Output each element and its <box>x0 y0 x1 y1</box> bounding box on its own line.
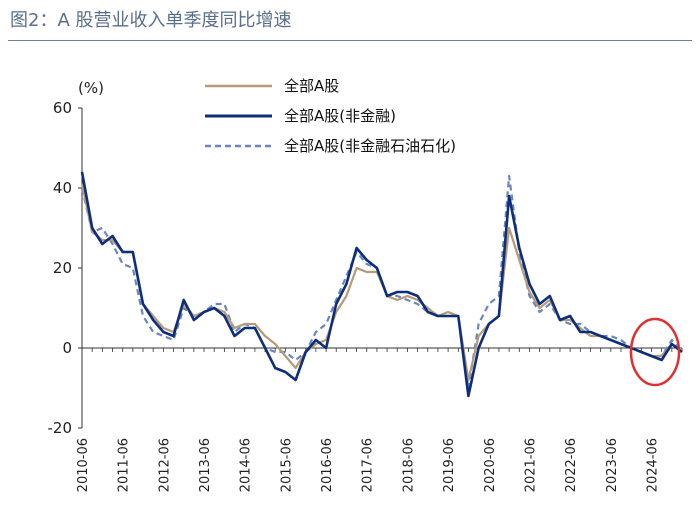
x-tick-label: 2021-06 <box>523 438 538 492</box>
highlight-circle <box>629 317 681 387</box>
x-tick-label: 2013-06 <box>198 438 213 492</box>
x-tick-label: 2017-06 <box>361 438 376 492</box>
y-tick-label: 20 <box>53 259 72 277</box>
x-tick-label: 2010-06 <box>76 438 91 492</box>
legend-label: 全部A股(非金融) <box>284 107 396 125</box>
y-tick-label: 0 <box>62 339 72 357</box>
x-tick-label: 2014-06 <box>239 438 254 492</box>
title-divider <box>8 40 692 41</box>
x-tick-label: 2019-06 <box>442 438 457 492</box>
y-tick-label: 60 <box>53 99 72 117</box>
x-tick-label: 2015-06 <box>279 438 294 492</box>
x-tick-label: 2016-06 <box>320 438 335 492</box>
x-tick-label: 2020-06 <box>483 438 498 492</box>
legend-label: 全部A股 <box>284 77 339 95</box>
x-tick-label: 2024-06 <box>645 438 660 492</box>
y-axis-unit-label: (%) <box>78 79 104 97</box>
x-tick-label: 2012-06 <box>157 438 172 492</box>
y-tick-label: 40 <box>53 179 72 197</box>
x-tick-label: 2011-06 <box>117 438 132 492</box>
x-tick-label: 2018-06 <box>401 438 416 492</box>
x-tick-label: 2023-06 <box>605 438 620 492</box>
x-tick-label: 2022-06 <box>564 438 579 492</box>
chart-title: 图2：A 股营业收入单季度同比增速 <box>10 10 292 31</box>
series-line <box>80 171 683 398</box>
y-tick-label: -20 <box>48 419 73 437</box>
legend-label: 全部A股(非金融石油石化) <box>284 137 456 155</box>
